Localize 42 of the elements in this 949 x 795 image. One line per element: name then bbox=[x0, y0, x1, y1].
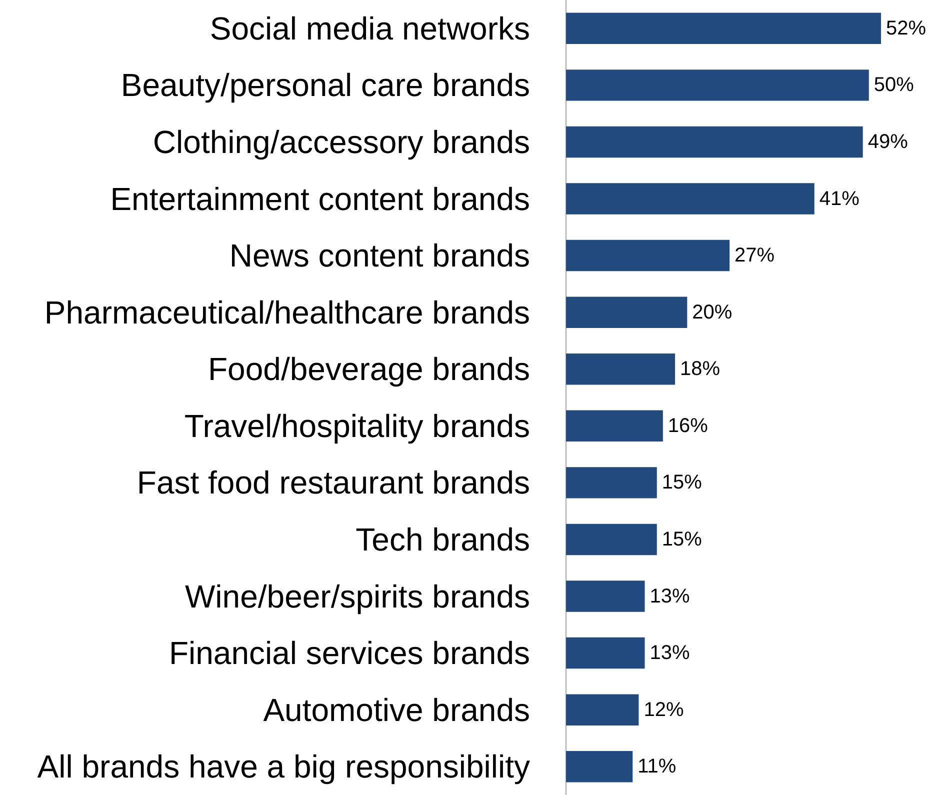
bar bbox=[566, 750, 633, 782]
data-label: 15% bbox=[662, 528, 702, 550]
bar bbox=[566, 524, 657, 556]
data-label: 16% bbox=[668, 414, 708, 437]
bar bbox=[566, 12, 881, 44]
data-label: 18% bbox=[680, 358, 720, 380]
data-label: 50% bbox=[874, 74, 914, 96]
y-tick-label: Entertainment content brands bbox=[110, 180, 530, 217]
bar bbox=[566, 296, 688, 328]
data-label: 49% bbox=[868, 130, 908, 153]
data-label: 13% bbox=[650, 642, 690, 664]
bar bbox=[566, 353, 676, 385]
y-tick-label: Social media networks bbox=[210, 10, 530, 46]
y-tick-label: News content brands bbox=[229, 238, 530, 274]
bar bbox=[566, 467, 657, 498]
y-tick-label: Pharmaceutical/healthcare brands bbox=[44, 294, 530, 330]
data-label: 20% bbox=[692, 301, 732, 324]
data-label: 11% bbox=[638, 756, 676, 778]
data-label: 41% bbox=[819, 188, 860, 210]
bar bbox=[566, 240, 730, 272]
data-label: 13% bbox=[650, 585, 690, 608]
y-tick-label: All brands have a big responsibility bbox=[37, 748, 530, 785]
bar bbox=[566, 183, 814, 214]
y-tick-label: Financial services brands bbox=[168, 635, 530, 672]
bar bbox=[566, 580, 645, 612]
data-label: 52% bbox=[886, 17, 926, 40]
y-tick-label: Food/beverage brands bbox=[208, 351, 530, 388]
bar bbox=[566, 410, 663, 442]
y-tick-label: Automotive brands bbox=[263, 692, 530, 728]
bar bbox=[566, 126, 863, 158]
data-label: 15% bbox=[662, 472, 702, 494]
bar bbox=[566, 694, 639, 726]
y-tick-label: Clothing/accessory brands bbox=[152, 124, 530, 160]
y-tick-label: Beauty/personal care brands bbox=[120, 67, 530, 104]
bar bbox=[566, 70, 869, 101]
y-tick-label: Fast food restaurant brands bbox=[136, 464, 530, 501]
bar bbox=[566, 637, 645, 669]
data-label: 12% bbox=[644, 698, 684, 721]
y-tick-label: Wine/beer/spirits brands bbox=[184, 578, 530, 614]
y-tick-label: Tech brands bbox=[356, 521, 530, 558]
data-label: 27% bbox=[734, 244, 775, 267]
y-tick-label: Travel/hospitality brands bbox=[184, 408, 530, 444]
